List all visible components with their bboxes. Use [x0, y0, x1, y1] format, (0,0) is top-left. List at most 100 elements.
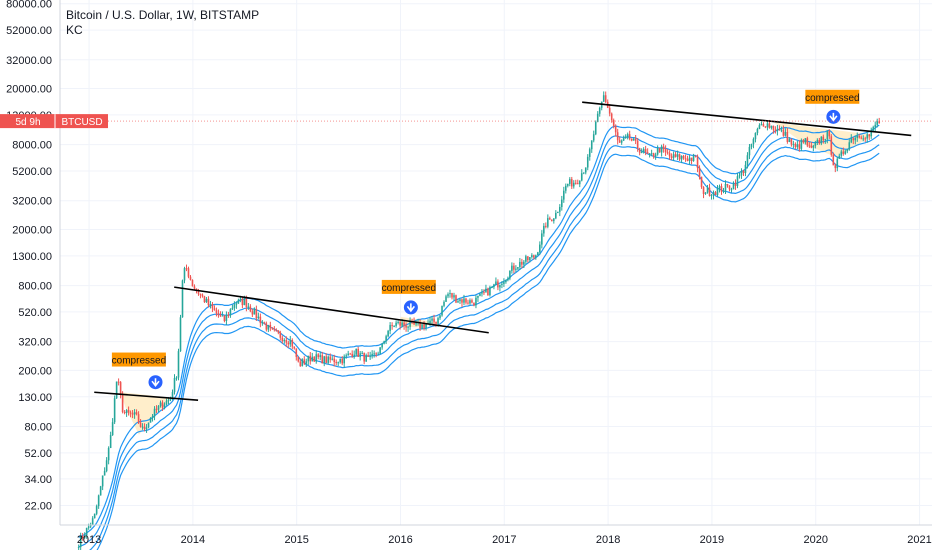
- candle-body: [179, 317, 182, 352]
- candle-body: [319, 355, 322, 358]
- candle-body: [425, 324, 427, 329]
- candle-body: [433, 318, 435, 322]
- candle-body: [129, 412, 132, 414]
- candle-body: [439, 315, 441, 319]
- candle-body: [838, 155, 841, 159]
- candle-body: [738, 175, 741, 177]
- candle-body: [201, 294, 204, 297]
- candle-body: [331, 358, 334, 360]
- candle-body: [754, 132, 757, 140]
- trendline[interactable]: [94, 391, 199, 401]
- trendline[interactable]: [582, 101, 912, 137]
- candle-body: [784, 131, 787, 136]
- candle-body: [774, 129, 777, 132]
- candle-body: [864, 138, 867, 140]
- candle-body: [668, 153, 671, 157]
- candle-body: [834, 165, 837, 169]
- candle-body: [465, 298, 467, 303]
- candle-body: [618, 140, 621, 143]
- candle-body: [403, 322, 405, 326]
- candle-body: [409, 321, 411, 327]
- candle-body: [682, 155, 685, 159]
- y-tick-label: 34.00: [24, 474, 52, 486]
- candle-body: [85, 527, 88, 536]
- price-label: 5d 9h BTCUSD: [0, 114, 932, 129]
- candle-body: [167, 400, 170, 402]
- candle-body: [157, 405, 160, 410]
- x-tick-label: 2018: [596, 534, 620, 546]
- y-tick-label: 1300.00: [12, 251, 52, 263]
- candle-body: [363, 352, 365, 362]
- candle-body: [674, 154, 677, 157]
- candle-body: [91, 518, 94, 525]
- y-tick-label: 520.00: [18, 307, 52, 319]
- candle-body: [568, 179, 571, 184]
- candle-body: [692, 155, 695, 162]
- annotations: compressed compressed compressed: [112, 89, 860, 390]
- x-tick-label: 2015: [284, 534, 308, 546]
- candle-body: [632, 138, 635, 141]
- candle-body: [171, 392, 174, 398]
- candle-body: [107, 448, 110, 461]
- trendline[interactable]: [174, 286, 489, 334]
- candle-body: [309, 355, 312, 362]
- candle-body: [77, 547, 80, 549]
- y-tick-label: 200.00: [18, 365, 52, 377]
- candle-body: [115, 381, 118, 399]
- y-tick-label: 52000.00: [6, 25, 52, 37]
- candle-body: [612, 120, 615, 127]
- candle-body: [519, 261, 521, 268]
- candle-body: [361, 352, 363, 354]
- trendlines: [94, 101, 912, 401]
- candle-body: [680, 155, 683, 160]
- candle-body: [684, 158, 687, 160]
- candle-body: [159, 402, 162, 406]
- candle-body: [145, 427, 148, 430]
- candle-body: [217, 313, 220, 316]
- compressed-zone: [120, 392, 173, 435]
- candle-body: [644, 149, 647, 153]
- candle-body: [483, 292, 485, 294]
- candle-body: [215, 310, 218, 314]
- candle-body: [289, 340, 292, 345]
- candle-body: [271, 327, 274, 329]
- candle-body: [445, 296, 447, 302]
- candle-body: [830, 136, 833, 155]
- candle-body: [487, 288, 489, 296]
- candle-body: [752, 139, 755, 145]
- candle-body: [265, 323, 268, 330]
- candle-body: [610, 113, 613, 121]
- candle-body: [499, 284, 501, 288]
- candle-body: [732, 183, 735, 190]
- candle-body: [497, 281, 499, 288]
- candle-body: [650, 153, 653, 155]
- candle-body: [790, 139, 793, 145]
- candle-body: [313, 356, 316, 362]
- candle-body: [870, 130, 873, 137]
- candle-body: [227, 314, 230, 316]
- candle-body: [481, 292, 483, 294]
- candle-body: [553, 218, 555, 222]
- candle-body: [796, 144, 799, 147]
- candle-body: [189, 276, 192, 280]
- candle-body: [501, 283, 503, 285]
- candle-body: [560, 199, 563, 207]
- candle-body: [173, 378, 176, 393]
- candle-body: [666, 152, 669, 154]
- candle-body: [578, 180, 581, 185]
- candle-body: [642, 149, 645, 152]
- x-tick-label: 2016: [388, 534, 412, 546]
- y-axis[interactable]: 80000.0052000.0032000.0020000.0013000.00…: [6, 0, 52, 513]
- candle-body: [523, 261, 525, 265]
- candle-body: [285, 340, 288, 343]
- x-axis[interactable]: 2013 2014 2015 2016 2017 2018 2019 2020 2021: [77, 534, 932, 546]
- candle-body: [407, 326, 409, 328]
- candle-body: [317, 354, 320, 358]
- candle-body: [123, 412, 126, 414]
- candle-body: [341, 358, 344, 364]
- candle-body: [151, 416, 154, 418]
- candle-body: [539, 244, 541, 253]
- candle-body: [562, 190, 565, 200]
- candle-body: [473, 302, 475, 306]
